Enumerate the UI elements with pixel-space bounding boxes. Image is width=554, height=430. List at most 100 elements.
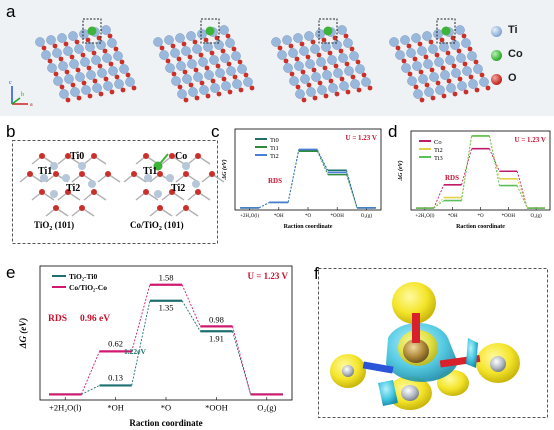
ti-atom [78, 162, 86, 170]
ti-atom [237, 64, 247, 74]
ti-atom [187, 59, 197, 69]
legend-o-label: O [508, 72, 517, 84]
ti-atom [50, 190, 58, 198]
connector-2-3 [516, 185, 528, 209]
ti-atom [451, 68, 461, 78]
o-atom [322, 65, 328, 71]
x-axis-label: Raction coordinate [284, 224, 333, 230]
o-atom [430, 95, 436, 101]
o-atom [355, 59, 361, 65]
ti-atom [479, 77, 489, 87]
o-atom [183, 171, 189, 177]
o-atom [205, 93, 211, 99]
ti-atom [305, 59, 315, 69]
o-atom [446, 78, 452, 84]
legend-label: Ti1 [270, 145, 279, 152]
category-label: O₂(g) [257, 403, 276, 413]
o-atom [58, 56, 64, 62]
rds-annotation: RDS [48, 314, 67, 324]
axis-label-x: a [30, 102, 33, 108]
data-label-1-2: 1.58 [159, 273, 174, 283]
o-atom [450, 35, 456, 41]
axis-label-z: c [9, 80, 12, 86]
o-atom [53, 71, 59, 77]
o-atom [183, 97, 189, 103]
o-atom [452, 91, 458, 97]
ti-atom [411, 33, 421, 43]
ti-atom [204, 70, 214, 80]
ti-atom [355, 64, 365, 74]
connector-1-2 [181, 284, 201, 327]
chart-title: U = 1.23 V [346, 134, 377, 142]
ti-atom [277, 50, 287, 60]
o-atom [220, 48, 226, 54]
ti-atom [350, 79, 360, 89]
chart-c: +2H₂O(l) *OH *O *OOH O₂(g) Raction coordinate… [221, 128, 382, 230]
o-atom [339, 76, 345, 82]
y-axis-label: ΔG (eV) [397, 160, 404, 181]
ti-atom [413, 89, 423, 99]
legend-co-label: Co [508, 48, 523, 60]
connector-1-3 [346, 174, 358, 209]
o-atom [221, 76, 227, 82]
rds-annotation: RDS [445, 174, 459, 182]
ti-atom [300, 74, 310, 84]
ti-atom [40, 174, 48, 182]
legend-ti-dot [491, 26, 502, 37]
o-atom [283, 58, 289, 64]
ti-atom [175, 33, 185, 43]
ti-atom [361, 77, 371, 87]
o-atom [209, 50, 215, 56]
o-atom [343, 33, 349, 39]
ti-atom [186, 31, 196, 41]
o-atom [238, 87, 244, 93]
o-atom [79, 205, 85, 211]
ti-atom [64, 74, 74, 84]
ti-atom [182, 162, 190, 170]
ti-atom [338, 53, 348, 63]
ti-atom [328, 83, 338, 93]
ti-atom [456, 53, 466, 63]
ti-atom [171, 76, 181, 86]
o-atom [188, 82, 194, 88]
ti-atom [80, 57, 90, 67]
o-atom [417, 41, 423, 47]
o-atom [214, 35, 220, 41]
o-atom [39, 153, 45, 159]
y-axis-label: ΔG (eV) [221, 159, 228, 180]
o-atom [76, 95, 82, 101]
legend-co-dot [491, 50, 502, 61]
o-atom [463, 89, 469, 95]
ti-atom [59, 89, 69, 99]
o-atom [301, 97, 307, 103]
o-atom [435, 80, 441, 86]
ti-atom [92, 83, 102, 93]
category-label: *OOH [331, 214, 345, 219]
o-atom [53, 171, 59, 177]
ti-atom [52, 48, 62, 58]
legend-label: Ti2 [434, 147, 443, 154]
o-atom [192, 39, 198, 45]
ti-atom [440, 70, 450, 80]
o-atom [243, 72, 249, 78]
o-atom [91, 189, 97, 195]
o-atom [457, 76, 463, 82]
o-atom [312, 95, 318, 101]
o-atom [79, 171, 85, 177]
ti-atom [439, 42, 449, 52]
category-label: O₂(g) [361, 214, 373, 219]
ti-atom [97, 68, 107, 78]
ti-atom [57, 33, 67, 43]
panel-b-diagram: Ti0 Ti1 Ti2 Co Ti1 Ti2 TiO2 (101) Co/TiO… [12, 140, 225, 244]
co-atom [87, 26, 97, 36]
ti-atom [294, 61, 304, 71]
o-atom [429, 67, 435, 73]
o-atom [119, 59, 125, 65]
o-atom [440, 65, 446, 71]
o-atom [289, 71, 295, 77]
o-atom [91, 50, 97, 56]
o-atom [467, 46, 473, 52]
ti-atom [389, 37, 399, 47]
green-gap-label: 1.22eV [124, 347, 146, 356]
o-atom [367, 85, 373, 91]
